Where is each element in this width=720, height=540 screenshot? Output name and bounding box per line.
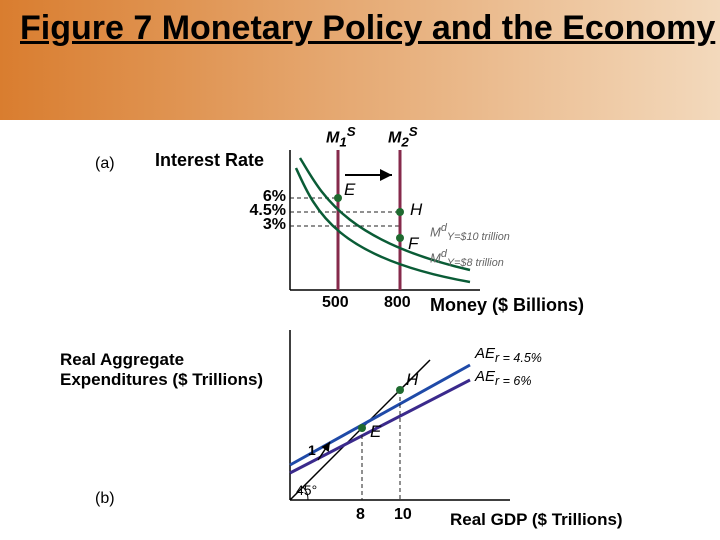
panel-b-point-H [396, 386, 404, 394]
ae-label-AEr6: AEr = 6% [475, 368, 532, 388]
figure-title: Figure 7 Monetary Policy and the Economy [20, 8, 715, 49]
panel-a-y-axis-title: Interest Rate [155, 150, 264, 171]
panel-b-xtick-0: 8 [356, 506, 365, 524]
panel-a-point-label-E: E [344, 180, 355, 200]
panel-a-point-label-F: F [408, 234, 418, 254]
panel-a-point-F [396, 234, 404, 242]
panel-a-point-label-H: H [410, 200, 422, 220]
panel-a-xtick-1: 800 [384, 294, 411, 312]
panel-b-point-label-H: H [406, 370, 418, 390]
ae-line-AEr45 [290, 365, 470, 465]
panel-b-xtick-1: 10 [394, 506, 412, 524]
diagram-area: (a)Interest RateMoney ($ Billions)6%4.5%… [0, 120, 720, 540]
panel-b-x-axis-title: Real GDP ($ Trillions) [450, 510, 623, 530]
title-band: Figure 7 Monetary Policy and the Economy [0, 0, 720, 120]
panel-b-step-label: 1 [308, 442, 316, 458]
diagram-svg [0, 120, 720, 540]
md-label-Md_Y10: MdY=$10 trillion [430, 222, 510, 243]
md-label-Md_Y8: MdY=$8 trillion [430, 248, 504, 269]
panel-b-point-E [358, 424, 366, 432]
ae-label-AEr45: AEr = 4.5% [475, 345, 542, 365]
panel-a-xtick-0: 500 [322, 294, 349, 312]
panel-b-y-axis-title: Real Aggregate Expenditures ($ Trillions… [60, 350, 280, 390]
panel-a-point-E [334, 194, 342, 202]
ms-label-M1S: M1S [326, 124, 356, 150]
panel-a-x-axis-title: Money ($ Billions) [430, 295, 584, 316]
panel-a-label: (a) [95, 155, 115, 173]
panel-a-point-H [396, 208, 404, 216]
ms-label-M2S: M2S [388, 124, 418, 150]
panel-b-label: (b) [95, 490, 115, 508]
forty-five-label: 45° [296, 482, 317, 498]
panel-b-point-label-E: E [370, 422, 381, 442]
panel-a-ytick-2: 3% [242, 216, 286, 234]
